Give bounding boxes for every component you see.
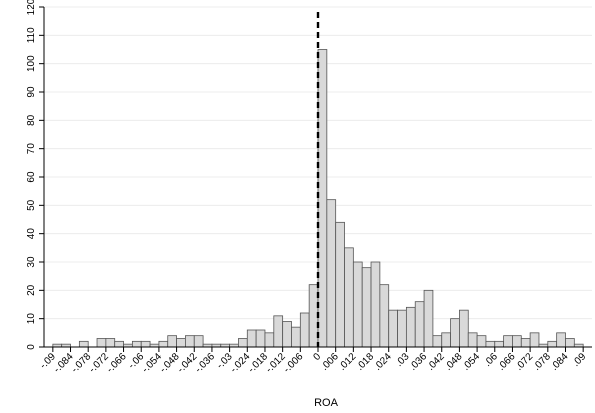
histogram-bar	[185, 335, 195, 348]
histogram-bar	[520, 338, 531, 348]
histogram-bar	[485, 340, 496, 348]
x-tick-label: .042	[425, 351, 447, 373]
x-tick-label: .09	[571, 351, 589, 369]
histogram-bar	[565, 338, 575, 348]
histogram-bar	[370, 261, 381, 348]
histogram-bar	[450, 318, 460, 348]
histogram-bar	[529, 332, 540, 348]
x-tick-label: -.006	[282, 351, 306, 375]
histogram-bar	[344, 247, 354, 348]
y-tick-label: 60	[26, 171, 37, 183]
x-tick-label: 0	[311, 351, 323, 363]
histogram-bar	[494, 340, 505, 348]
histogram-bar	[167, 335, 177, 348]
y-tick-label: 120	[26, 0, 37, 15]
histogram-bars	[52, 49, 584, 348]
histogram-bar	[317, 49, 328, 348]
histogram-bar	[264, 332, 275, 348]
histogram-bar	[308, 284, 319, 348]
histogram-bar	[379, 284, 390, 348]
histogram-bar	[467, 332, 478, 348]
y-tick-label: 50	[26, 199, 37, 211]
histogram-bar	[78, 340, 89, 348]
x-tick-label: .054	[461, 351, 483, 373]
histogram-bar	[423, 289, 434, 348]
x-tick-label: -.066	[105, 351, 129, 375]
histogram-bar	[273, 315, 284, 348]
y-tick-label: 90	[26, 86, 37, 98]
x-tick-label: .072	[514, 351, 536, 373]
x-tick-label: .078	[531, 351, 553, 373]
y-tick-label: 70	[26, 143, 37, 155]
histogram-bar	[282, 321, 292, 348]
histogram-bar	[414, 301, 425, 348]
histogram-bar	[459, 309, 469, 348]
histogram-bar	[193, 335, 204, 348]
histogram-bar	[503, 335, 513, 348]
histogram-bar	[476, 335, 487, 348]
x-axis-title: ROA	[314, 397, 339, 409]
histogram-bar	[299, 312, 310, 348]
histogram-bar	[131, 340, 142, 348]
histogram-bar	[547, 340, 558, 348]
x-tick-label: -.036	[193, 351, 217, 375]
histogram-bar	[255, 329, 266, 348]
histogram-bar	[114, 340, 124, 348]
x-tick-label: .012	[337, 351, 359, 373]
x-tick-label: .048	[443, 351, 465, 373]
x-tick-label: .084	[549, 351, 571, 373]
y-tick-labels: 0 10 20 30 40 50 60 70 80 90 100 110 120	[26, 0, 37, 350]
histogram-bar	[335, 221, 345, 348]
histogram-bar	[140, 340, 151, 348]
histogram-bar	[512, 335, 522, 348]
x-tick-labels: -.09-.084-.078-.072-.066-.06-.054-.048-.…	[38, 351, 589, 375]
histogram-bar	[397, 309, 407, 348]
histogram-bar	[405, 306, 416, 348]
y-tick-label: 110	[26, 27, 37, 43]
x-tick-label: .018	[355, 351, 377, 373]
histogram-bar	[105, 338, 116, 348]
histogram-bar	[556, 332, 566, 348]
histogram-bar	[238, 338, 248, 348]
histogram-bar	[96, 338, 107, 348]
histogram-bar	[432, 335, 443, 348]
y-tick-label: 80	[26, 114, 37, 126]
histogram-bar	[246, 329, 257, 348]
x-tick-label: .066	[496, 351, 518, 373]
histogram-bar	[291, 326, 301, 348]
histogram-bar	[441, 332, 451, 348]
y-tick-label: 0	[26, 344, 37, 350]
x-tick-label: .006	[319, 351, 341, 373]
histogram-bar	[326, 199, 337, 348]
x-tick-label: .024	[372, 351, 394, 373]
y-tick-label: 40	[26, 228, 37, 240]
histogram-bar	[388, 309, 398, 348]
y-tick-label: 10	[26, 313, 37, 325]
histogram-bar	[158, 340, 169, 348]
histogram-bar	[361, 267, 372, 348]
y-tick-label: 100	[26, 55, 37, 72]
histogram-bar	[176, 338, 186, 348]
y-tick-label: 30	[26, 256, 37, 268]
y-tick-label: 20	[26, 284, 37, 296]
histogram-bar	[352, 261, 363, 348]
x-tick-label: .036	[408, 351, 430, 373]
